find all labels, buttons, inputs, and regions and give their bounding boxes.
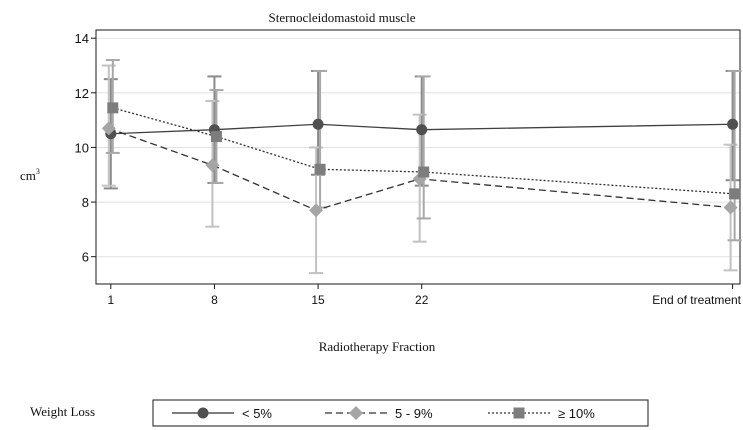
data-point xyxy=(727,118,739,130)
axes: 6 8 10 12 14 1 8 15 22 End of treatment xyxy=(75,31,742,307)
data-point xyxy=(729,188,741,200)
legend-label: < 5% xyxy=(242,406,272,421)
x-axis-label: Radiotherapy Fraction xyxy=(319,339,436,354)
legend-label: 5 - 9% xyxy=(395,406,433,421)
series-markers xyxy=(101,102,741,218)
plot-frame xyxy=(95,29,741,285)
data-point xyxy=(314,163,326,175)
y-tick-label: 10 xyxy=(75,140,89,155)
data-point xyxy=(309,203,324,218)
legend-marker xyxy=(197,407,209,419)
data-point xyxy=(723,200,738,215)
y-tick-label: 14 xyxy=(75,31,89,46)
x-tick-label: 1 xyxy=(107,293,114,307)
y-tick-label: 8 xyxy=(82,195,89,210)
data-point xyxy=(418,166,430,178)
x-tick-label: 22 xyxy=(415,293,429,307)
data-point xyxy=(101,121,116,136)
y-tick-label: 12 xyxy=(75,86,89,101)
data-point xyxy=(107,102,119,114)
legend-label: ≥ 10% xyxy=(558,406,595,421)
y-tick-label: 6 xyxy=(82,250,89,265)
legend-title: Weight Loss xyxy=(30,404,95,419)
legend-box xyxy=(152,399,649,427)
y-axis-label: cm3 xyxy=(20,167,40,183)
data-point xyxy=(210,131,222,143)
data-point xyxy=(312,118,324,130)
data-point xyxy=(205,158,220,173)
legend-marker xyxy=(349,406,363,420)
legend: Weight Loss < 5% 5 - 9% ≥ 10% xyxy=(30,399,649,427)
legend-marker xyxy=(513,407,525,419)
y-axis-label-unit: cm xyxy=(20,168,36,183)
x-tick-label: 15 xyxy=(311,293,325,307)
chart-title: Sternocleidomastoid muscle xyxy=(269,10,416,25)
x-tick-label: 8 xyxy=(211,293,218,307)
data-point xyxy=(416,124,428,136)
y-axis-label-exponent: 3 xyxy=(36,167,40,176)
grid-lines xyxy=(96,37,740,258)
legend-items: < 5% 5 - 9% ≥ 10% xyxy=(172,406,595,421)
x-tick-label: End of treatment xyxy=(652,293,741,307)
